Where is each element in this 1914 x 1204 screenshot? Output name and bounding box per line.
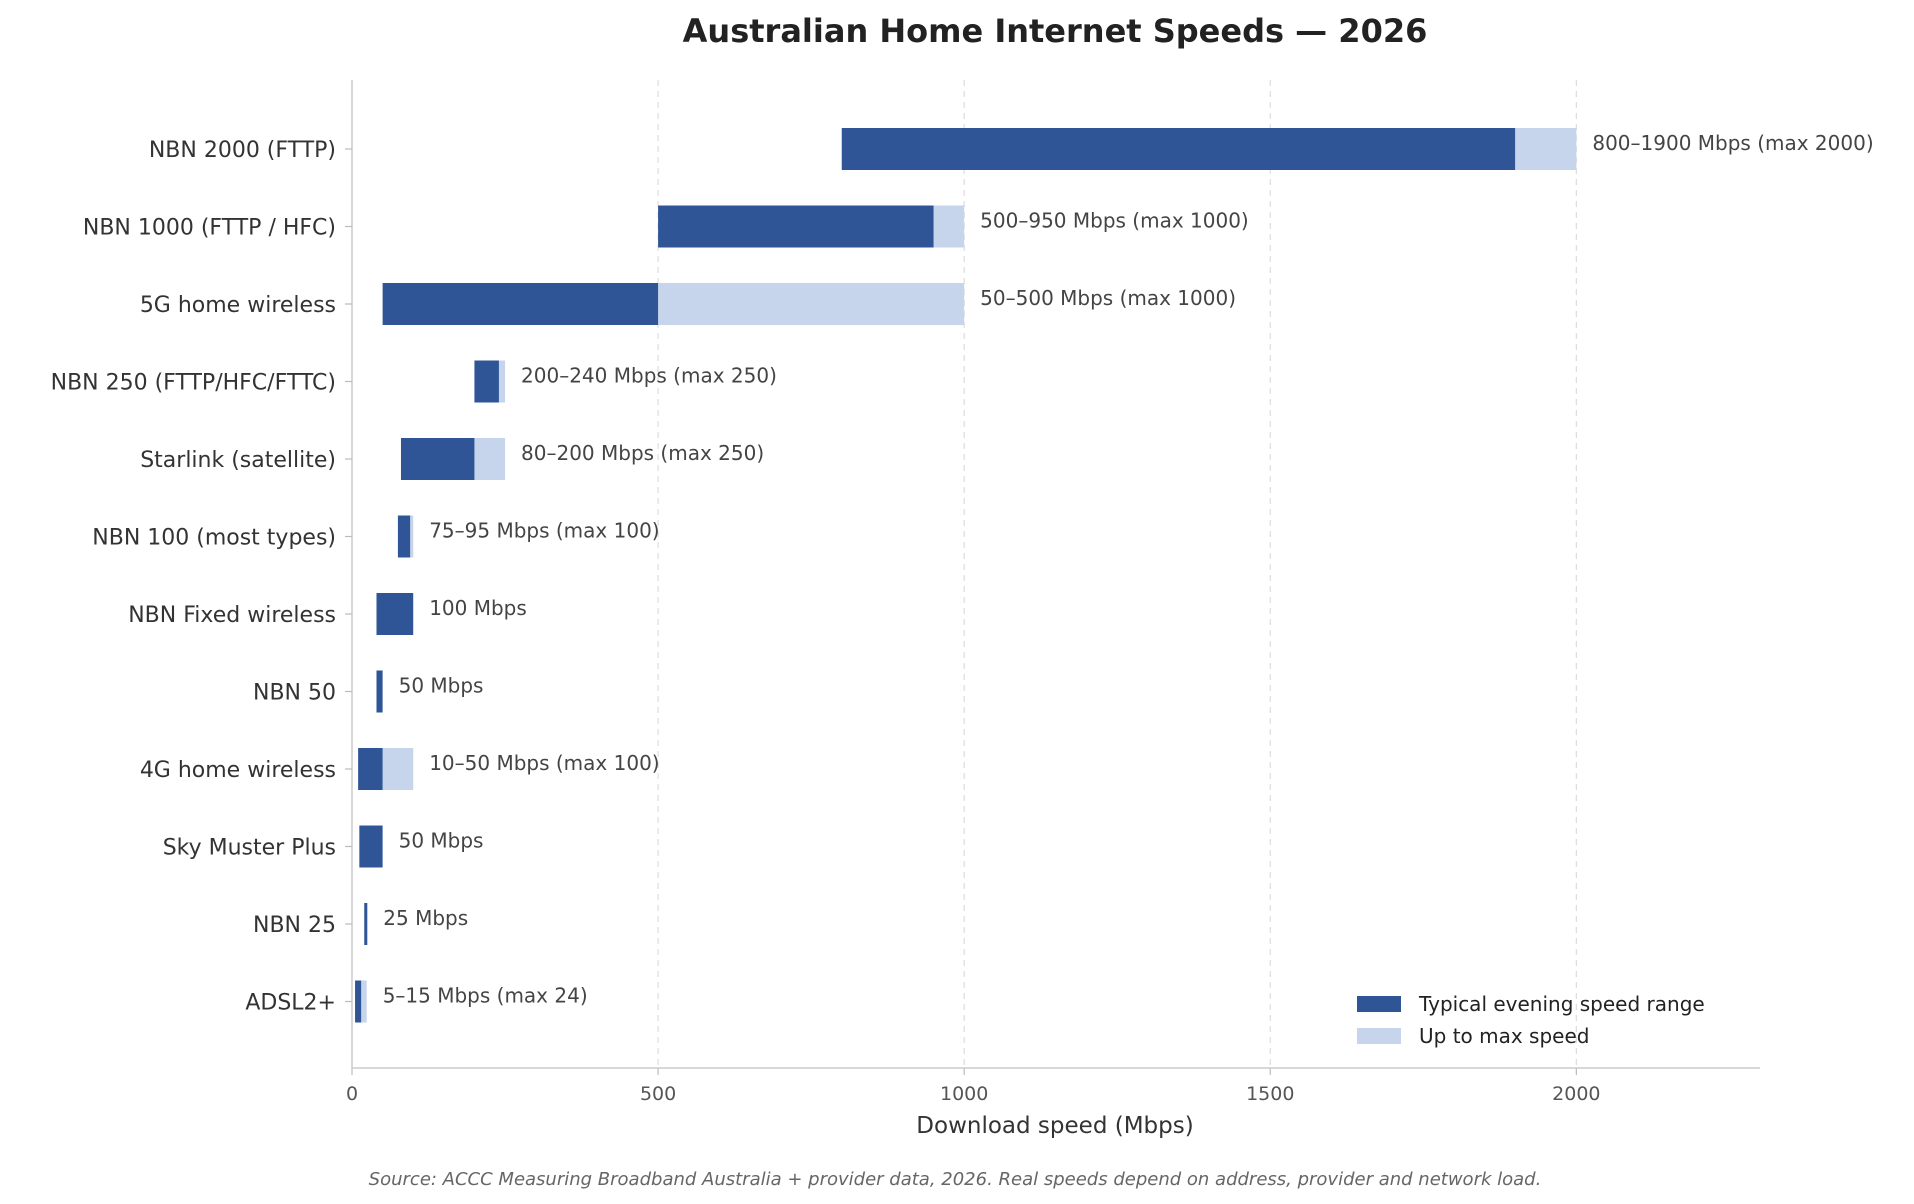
category-label: Starlink (satellite) xyxy=(140,448,336,473)
max-speed-bar xyxy=(410,515,414,558)
max-speed-bar xyxy=(382,748,414,790)
typical-speed-bar xyxy=(359,825,383,868)
max-speed-bar xyxy=(361,980,367,1023)
data-label: 50 Mbps xyxy=(399,829,484,853)
max-speed-bar xyxy=(498,360,506,403)
category-label: NBN 100 (most types) xyxy=(92,526,336,551)
data-label: 5–15 Mbps (max 24) xyxy=(383,984,588,1008)
typical-speed-bar xyxy=(376,670,383,713)
typical-speed-bar xyxy=(364,903,368,945)
data-label: 25 Mbps xyxy=(383,906,468,930)
data-label: 500–950 Mbps (max 1000) xyxy=(980,209,1249,233)
legend-swatch xyxy=(1357,996,1401,1012)
typical-speed-bar xyxy=(400,438,475,480)
data-label: 50–500 Mbps (max 1000) xyxy=(980,286,1236,310)
category-label: NBN 2000 (FTTP) xyxy=(149,138,336,163)
legend-label: Typical evening speed range xyxy=(1418,992,1705,1016)
data-label: 75–95 Mbps (max 100) xyxy=(429,519,659,543)
category-label: 4G home wireless xyxy=(140,758,336,783)
legend: Typical evening speed range Up to max spe… xyxy=(1357,992,1705,1048)
max-speed-bar xyxy=(933,205,965,248)
x-tick-label: 1000 xyxy=(940,1083,988,1105)
typical-speed-bar xyxy=(397,515,411,558)
data-label: 80–200 Mbps (max 250) xyxy=(521,441,764,465)
typical-speed-bar xyxy=(474,360,499,403)
max-speed-bar xyxy=(658,283,965,325)
typical-speed-bar xyxy=(355,980,362,1023)
category-label: Sky Muster Plus xyxy=(163,836,336,861)
typical-speed-bar xyxy=(358,748,383,790)
x-tick-label: 1500 xyxy=(1246,1083,1294,1105)
category-label: 5G home wireless xyxy=(140,293,336,318)
x-tick-label: 500 xyxy=(640,1083,676,1105)
typical-speed-bar xyxy=(841,128,1516,170)
x-tick-label: 2000 xyxy=(1552,1083,1600,1105)
data-label: 100 Mbps xyxy=(429,596,527,620)
category-labels: NBN 2000 (FTTP) NBN 1000 (FTTP / HFC) 5G h… xyxy=(51,138,336,1016)
max-speed-bar xyxy=(474,438,506,480)
chart-title: Australian Home Internet Speeds — 2026 xyxy=(683,12,1428,50)
category-label: NBN 1000 (FTTP / HFC) xyxy=(83,216,336,241)
x-tick-label: 0 xyxy=(346,1083,358,1105)
category-label: NBN Fixed wireless xyxy=(128,603,336,628)
legend-swatch xyxy=(1357,1028,1401,1044)
bars xyxy=(355,128,1577,1023)
typical-speed-bar xyxy=(382,283,659,325)
data-label: 50 Mbps xyxy=(399,674,484,698)
data-label: 200–240 Mbps (max 250) xyxy=(521,364,777,388)
axes: 0 500 1000 1500 2000 xyxy=(345,80,1760,1105)
category-label: NBN 25 xyxy=(253,913,336,938)
x-axis-label: Download speed (Mbps) xyxy=(916,1113,1193,1139)
source-note: Source: ACCC Measuring Broadband Austral… xyxy=(369,1169,1542,1190)
legend-label: Up to max speed xyxy=(1419,1024,1589,1048)
category-label: NBN 50 xyxy=(253,681,336,706)
typical-speed-bar xyxy=(376,593,414,635)
data-label: 10–50 Mbps (max 100) xyxy=(429,751,659,775)
max-speed-bar xyxy=(1515,128,1577,170)
category-label: ADSL2+ xyxy=(245,991,336,1016)
category-label: NBN 250 (FTTP/HFC/FTTC) xyxy=(51,371,336,396)
data-labels: 800–1900 Mbps (max 2000) 500–950 Mbps (ma… xyxy=(383,131,1874,1008)
data-label: 800–1900 Mbps (max 2000) xyxy=(1592,131,1873,155)
typical-speed-bar xyxy=(658,205,934,248)
